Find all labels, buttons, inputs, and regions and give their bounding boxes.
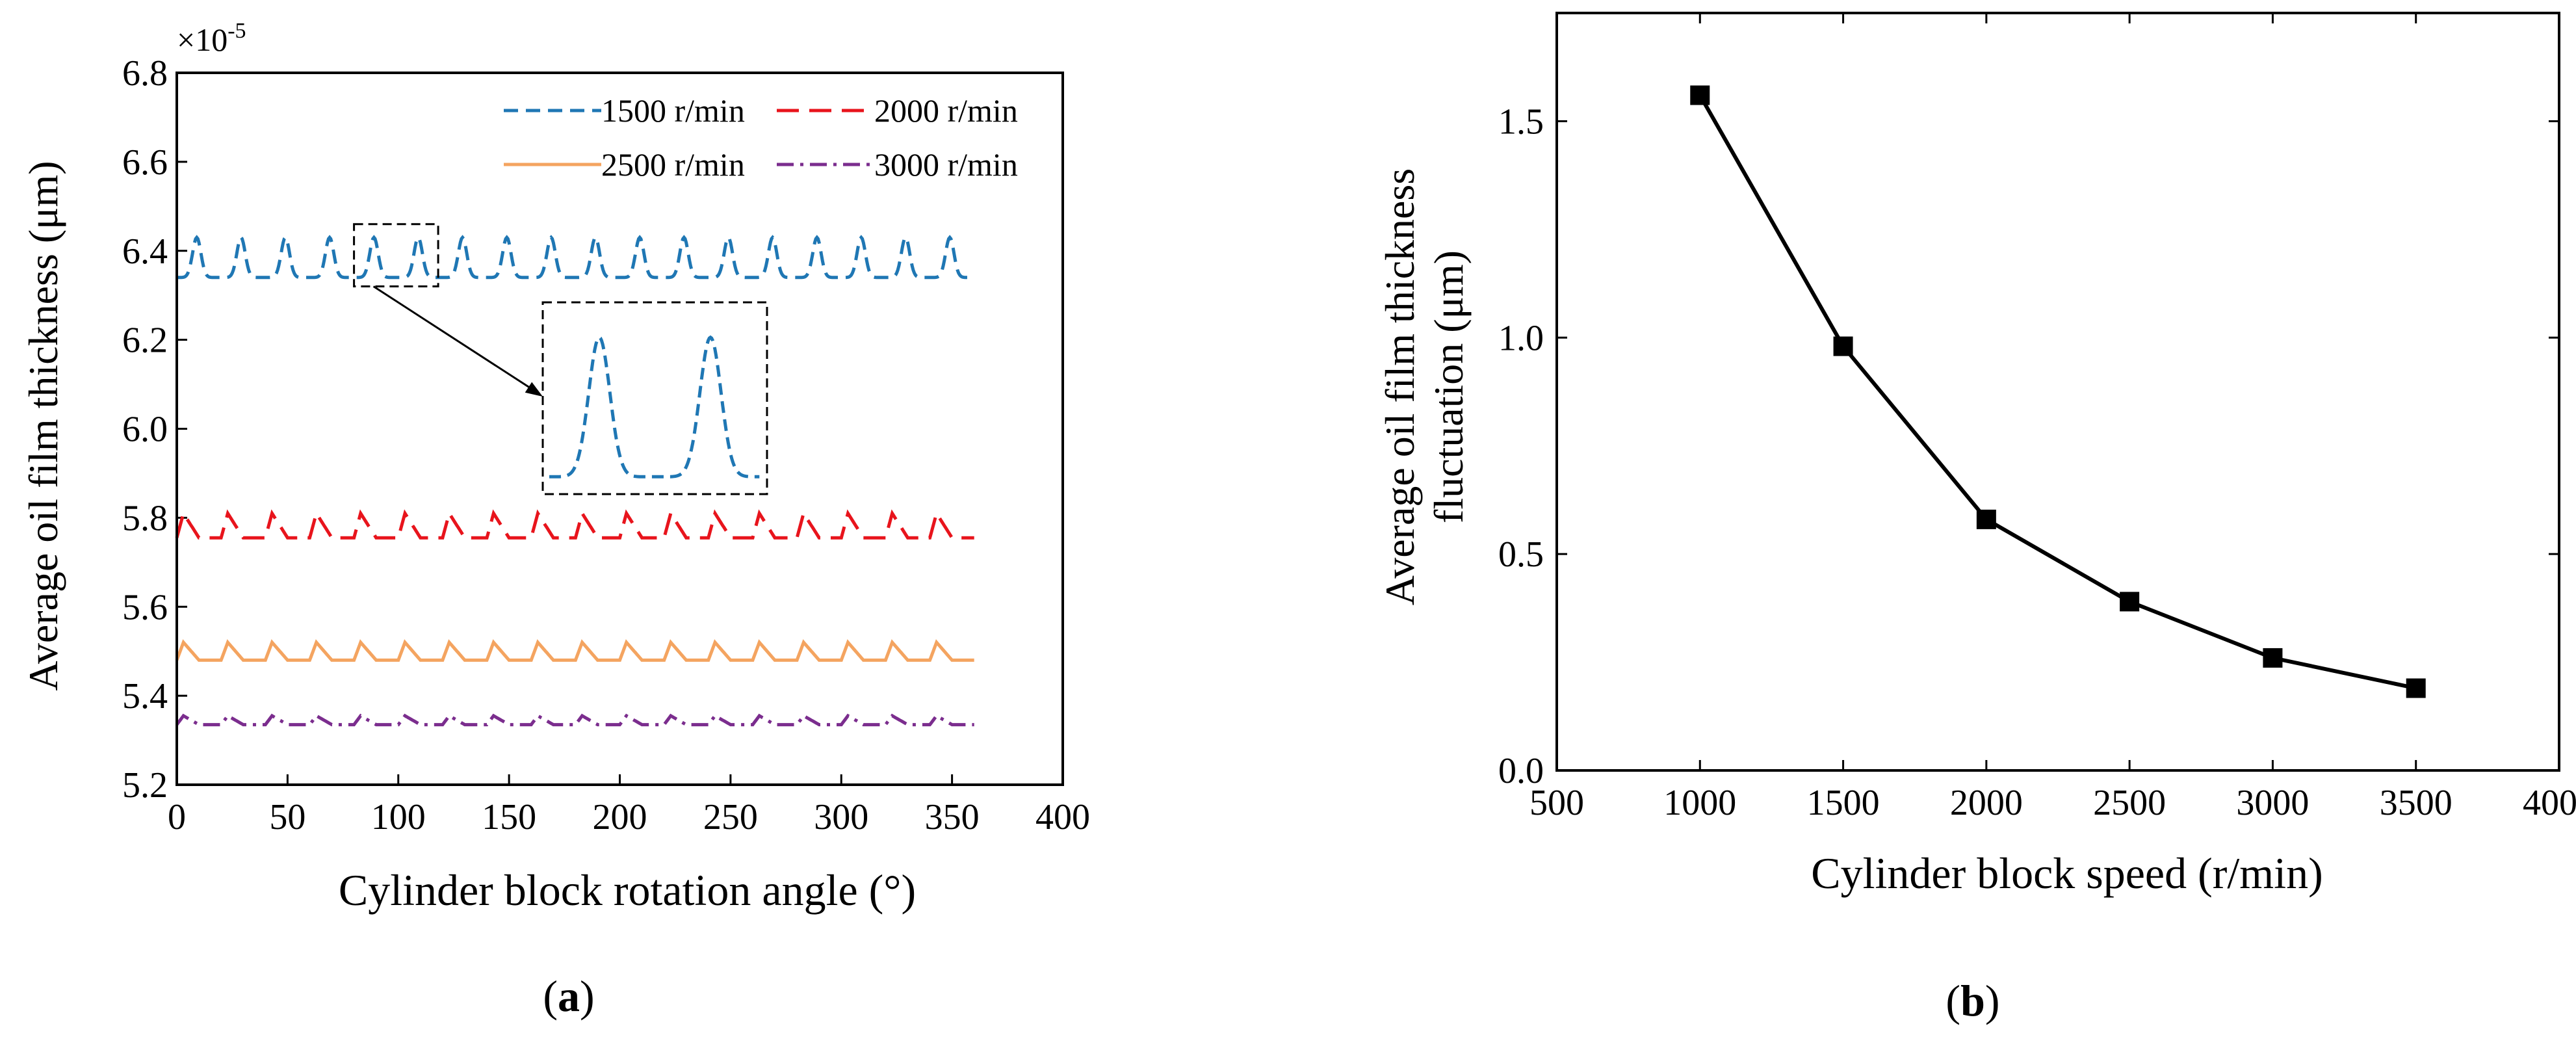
a-xtick-label: 50 — [269, 797, 306, 837]
b-data-point — [2406, 678, 2426, 698]
a-legend: 1500 r/min 2000 r/min 2500 r/min 3000 r/min — [504, 92, 1018, 183]
a-xtick-label: 400 — [1035, 797, 1090, 837]
b-xlabel: Cylinder block speed (r/min) — [1811, 848, 2322, 898]
a-xtick-label: 250 — [703, 797, 758, 837]
a-ytick-label: 6.4 — [122, 231, 168, 272]
a-ytick-label: 6.0 — [122, 410, 168, 450]
b-ylabel-line2: fluctuation (μm) — [1425, 250, 1472, 523]
a-plot-frame — [176, 72, 1064, 786]
a-inset — [353, 223, 768, 495]
a-ytick-label: 5.8 — [122, 498, 168, 538]
a-inset-curve — [549, 335, 760, 479]
a-series-line-2 — [175, 639, 974, 662]
b-xtick-label: 500 — [1529, 783, 1584, 823]
b-xtick-label: 3000 — [2236, 783, 2309, 823]
a-xtick-label: 100 — [371, 797, 426, 837]
a-series-line-3 — [175, 713, 974, 727]
b-ytick-label: 1.0 — [1498, 318, 1544, 358]
b-xtick-label: 3500 — [2380, 783, 2452, 823]
a-legend-label-0: 1500 r/min — [601, 92, 745, 129]
b-ytick-label: 0.5 — [1498, 534, 1544, 575]
a-zoom-arrowhead — [525, 382, 543, 397]
a-ytick-label: 5.2 — [122, 765, 168, 806]
a-zoom-source-box — [353, 223, 439, 287]
a-inset-box — [541, 301, 768, 495]
a-ytick-label: 5.6 — [122, 587, 168, 627]
a-legend-label-3: 3000 r/min — [874, 146, 1018, 183]
b-panel-label: (b) — [1945, 976, 1999, 1025]
a-axis-ticks: 0 50 100 150 200 250 300 350 400 5.2 5.4 5.6 5.8 6.0 6… — [122, 53, 1090, 837]
b-series-line — [1698, 94, 2417, 690]
b-xtick-label: 2500 — [2093, 783, 2166, 823]
b-xtick-label: 1500 — [1807, 783, 1880, 823]
a-exponent-power: -5 — [228, 19, 246, 43]
a-series-line-1 — [175, 509, 974, 540]
b-xtick-label: 2000 — [1950, 783, 2023, 823]
a-legend-label-2: 2500 r/min — [601, 146, 745, 183]
a-exponent-label: ×10-5 — [177, 19, 246, 58]
panel-a: 0 50 100 150 200 250 300 350 400 5.2 5.4 5.6 5.8 6.0 6… — [20, 19, 1090, 1021]
a-legend-label-1: 2000 r/min — [874, 92, 1018, 129]
a-ylabel: Average oil film thickness (μm) — [20, 161, 66, 690]
b-data-point — [2263, 648, 2283, 668]
b-data-point — [1690, 85, 1710, 105]
b-plot-frame — [1555, 12, 2560, 772]
b-data-point — [2120, 592, 2140, 612]
a-series-line-0 — [177, 235, 974, 280]
a-zoom-arrow — [372, 285, 538, 394]
b-xtick-label: 1000 — [1663, 783, 1736, 823]
b-ylabel-line1: Average oil film thickness — [1377, 168, 1423, 605]
a-ytick-label: 6.8 — [122, 53, 168, 94]
b-series-group — [1690, 85, 2426, 698]
a-xlabel: Cylinder block rotation angle (°) — [339, 865, 916, 915]
a-ytick-label: 6.6 — [122, 142, 168, 183]
a-panel-label: (a) — [543, 971, 594, 1021]
a-xtick-label: 350 — [925, 797, 980, 837]
a-ytick-label: 5.4 — [122, 676, 168, 716]
a-ytick-label: 6.2 — [122, 321, 168, 361]
a-series-group — [175, 235, 974, 727]
b-ytick-label: 1.5 — [1498, 101, 1544, 142]
a-xtick-label: 150 — [482, 797, 536, 837]
b-ytick-label: 0.0 — [1498, 751, 1544, 791]
a-xtick-label: 300 — [814, 797, 868, 837]
b-data-point — [1976, 509, 1996, 529]
b-data-point — [1833, 336, 1853, 356]
a-xtick-label: 0 — [168, 797, 186, 837]
a-xtick-label: 200 — [593, 797, 647, 837]
